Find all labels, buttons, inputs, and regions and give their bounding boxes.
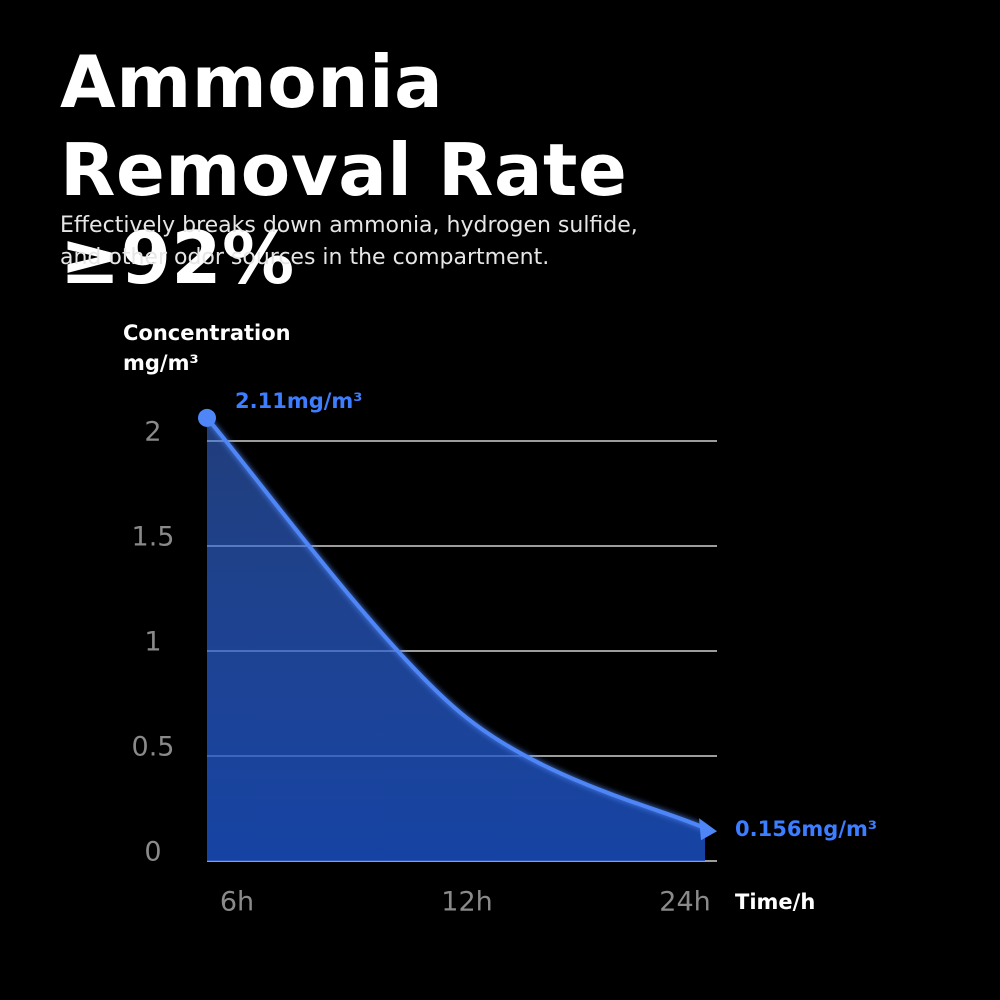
area (207, 417, 705, 861)
y-tick-label: 0 (144, 837, 161, 868)
title: Ammonia Removal Rate ≥92% (60, 40, 628, 300)
y-tick-label: 1 (144, 627, 161, 658)
end-arrow (699, 818, 717, 841)
start-point (198, 408, 216, 427)
x-tick-label: 24h (659, 887, 710, 918)
value-label: 2.11mg/m³ (235, 389, 362, 413)
x-tick-label: 12h (441, 887, 492, 918)
value-label: 0.156mg/m³ (735, 817, 877, 841)
y-axis-label: Concentration mg/m³ (123, 321, 291, 375)
y-tick-label: 2 (144, 417, 161, 448)
x-axis-label: Time/h (735, 890, 815, 914)
y-tick-label: 1.5 (132, 522, 175, 553)
line (205, 416, 706, 831)
y-tick-label: 0.5 (132, 732, 175, 763)
subtitle: Effectively breaks down ammonia, hydroge… (60, 213, 638, 270)
x-tick-label: 6h (220, 887, 254, 918)
